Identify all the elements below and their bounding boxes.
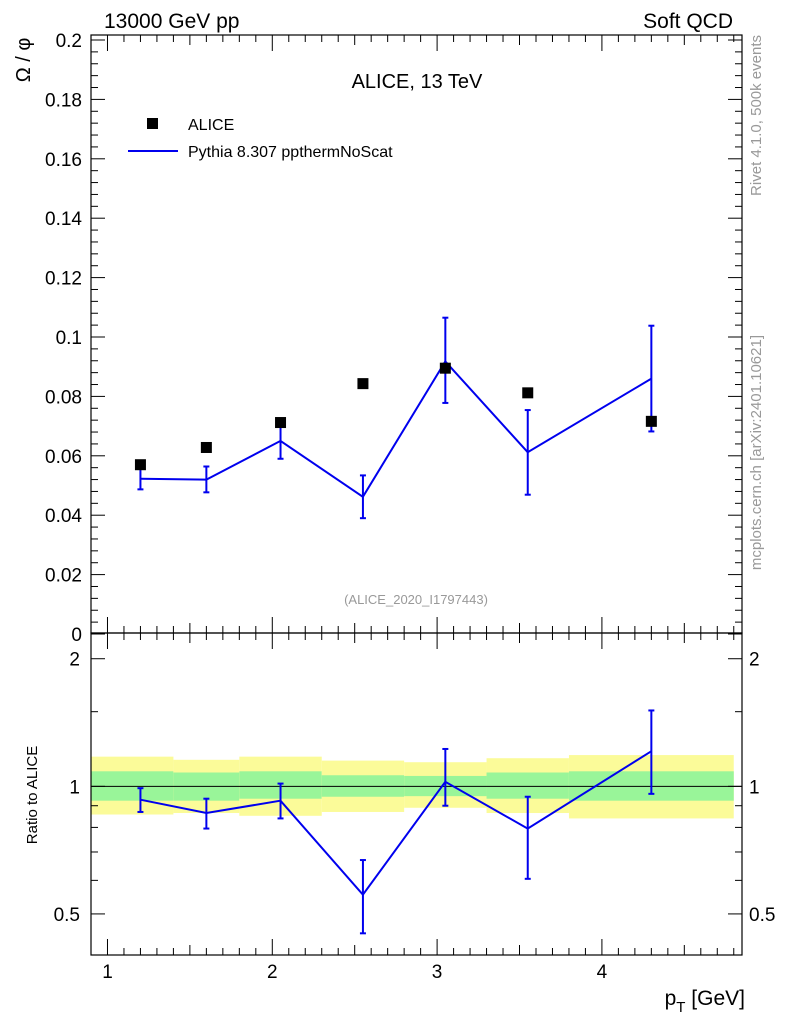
xtick-label: 2	[267, 962, 278, 983]
side-label-bottom: mcplots.cern.ch [arXiv:2401.10621]	[748, 335, 765, 570]
main-ytick-label: 0.08	[45, 387, 82, 408]
x-tick-labels: 1 2 3 4	[102, 962, 607, 983]
alice-data-point	[134, 459, 146, 471]
xtick-label: 3	[432, 962, 443, 983]
xtick-label: 1	[102, 962, 113, 983]
ratio-ytick-label-right: 0.5	[749, 905, 775, 926]
ratio-ytick-label-right: 2	[749, 650, 760, 671]
main-ytick-label: 0.06	[45, 447, 82, 468]
alice-data-point	[275, 417, 287, 429]
analysis-label: (ALICE_2020_I1797443)	[344, 592, 488, 607]
main-ticks	[91, 35, 742, 635]
alice-data-point	[439, 362, 451, 374]
band-inner	[486, 772, 569, 799]
main-ylabel: Ω / φ	[13, 38, 35, 83]
main-ytick-label: 0.18	[45, 90, 82, 111]
main-ytick-label: 0.2	[56, 31, 82, 52]
main-ytick-label: 0.16	[45, 150, 82, 171]
legend-alice-marker	[147, 118, 158, 129]
header-right: Soft QCD	[643, 10, 733, 33]
xtick-label: 4	[597, 962, 608, 983]
header-left: 13000 GeV pp	[104, 10, 239, 33]
legend-pythia-label: Pythia 8.307 ppthermNoScat	[188, 144, 393, 161]
side-label-top: Rivet 4.1.0, 500k events	[748, 35, 765, 196]
main-ytick-label: 0	[71, 625, 82, 646]
main-ytick-label: 0.12	[45, 269, 82, 290]
ratio-ytick-label-right: 1	[749, 777, 760, 798]
main-ytick-label: 0.02	[45, 566, 82, 587]
chart-title: ALICE, 13 TeV	[352, 71, 483, 93]
alice-markers	[134, 362, 657, 471]
main-y-tick-labels: 0 0.02 0.04 0.06 0.08 0.1 0.12 0.14 0.16 0.18 0.2	[45, 31, 82, 646]
main-ytick-label: 0.1	[56, 328, 82, 349]
ratio-ytick-label: 2	[69, 650, 80, 671]
ratio-ytick-label: 1	[69, 777, 80, 798]
ratio-frame	[90, 632, 743, 956]
ratio-y-tick-labels: 0.5 0.5 1 1 2 2	[54, 650, 776, 926]
pythia-line	[140, 359, 652, 499]
alice-data-point	[357, 378, 369, 390]
alice-data-point	[522, 387, 534, 399]
main-ytick-label: 0.04	[45, 506, 82, 527]
alice-data-point	[200, 441, 212, 453]
x-axis-label: pT [GeV]	[665, 987, 745, 1016]
main-panel: 00.020.040.060.080.10.120.140.160.180.2 …	[13, 31, 743, 646]
alice-data-point	[645, 415, 657, 427]
ratio-line	[140, 750, 652, 897]
ratio-error-bars	[137, 709, 655, 935]
main-ytick-label: 0.14	[45, 209, 82, 230]
ratio-ylabel: Ratio to ALICE	[24, 746, 41, 844]
pythia-error-bars	[137, 316, 655, 520]
legend-alice-label: ALICE	[188, 117, 234, 134]
legend: ALICE Pythia 8.307 ppthermNoScat	[128, 117, 393, 161]
ratio-ytick-label: 0.5	[54, 905, 80, 926]
ratio-panel: 0.5 0.5 1 1 2 2 1 2 3 4 Ratio to ALICE pT [GeV]	[24, 632, 776, 1016]
